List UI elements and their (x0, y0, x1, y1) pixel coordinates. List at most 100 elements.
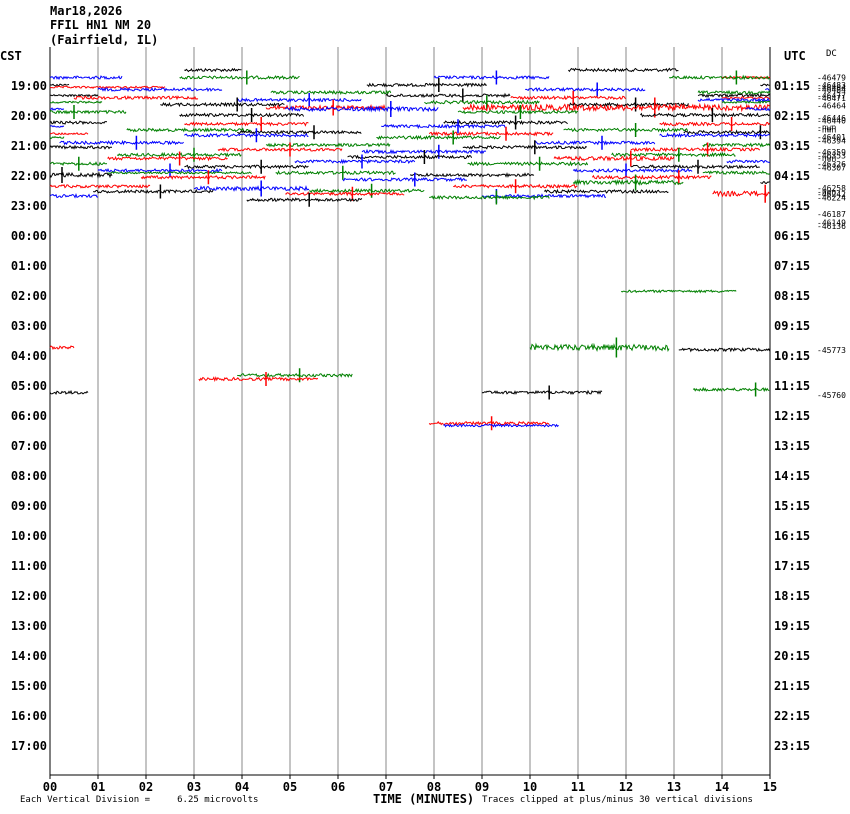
seismic-trace (630, 164, 760, 170)
left-hour-label: 13:00 (11, 619, 47, 633)
left-hour-label: 05:00 (11, 379, 47, 393)
left-hour-label: 12:00 (11, 589, 47, 603)
dc-offset: -46187 (817, 210, 846, 219)
x-tick-label: 07 (379, 780, 393, 794)
dc-offset: -45773 (817, 346, 846, 355)
left-hour-label: 00:00 (11, 229, 47, 243)
seismic-trace (409, 172, 535, 178)
seismic-trace (697, 92, 771, 99)
seismic-trace (385, 92, 511, 99)
seismic-trace (184, 132, 309, 138)
clip-note: Traces clipped at plus/minus 30 vertical… (482, 795, 753, 805)
dc-offset: -46477 (817, 92, 846, 101)
seismic-trace (572, 167, 693, 174)
seismic-trace (342, 176, 467, 183)
seismic-trace (73, 95, 199, 101)
seismic-trace (376, 134, 501, 141)
dc-offset: -46242 (817, 190, 846, 199)
right-hour-label: 13:15 (774, 439, 810, 453)
seismic-trace (462, 144, 588, 150)
seismic-trace (429, 194, 550, 201)
seismic-trace (160, 101, 285, 108)
seismic-trace (237, 129, 362, 135)
x-tick-label: 00 (43, 780, 57, 794)
seismic-trace (544, 188, 669, 195)
x-tick-label: 13 (667, 780, 681, 794)
date-label: Mar18,2026 (50, 4, 123, 18)
seismic-trace (97, 168, 223, 173)
seismic-trace (591, 174, 712, 181)
seismic-trace (49, 192, 99, 199)
utc-label: UTC (784, 49, 806, 63)
seismic-trace (236, 97, 362, 103)
x-tick-label: 05 (283, 780, 297, 794)
seismic-trace (620, 289, 737, 294)
cst-label: CST (0, 49, 22, 63)
left-hour-label: 02:00 (11, 289, 47, 303)
dc-offset: -46471 (817, 94, 846, 103)
seismic-trace (49, 183, 151, 189)
dc-offset: -46224 (817, 194, 846, 203)
left-hour-label: 01:00 (11, 259, 47, 273)
x-tick-label: 01 (91, 780, 105, 794)
left-hour-label: 07:00 (11, 439, 47, 453)
seismic-trace (50, 132, 89, 136)
seismic-trace (184, 121, 309, 127)
seismic-trace (246, 197, 363, 203)
seismic-trace (107, 171, 252, 175)
seismic-trace (640, 112, 770, 118)
seismic-trace (140, 174, 266, 181)
left-hour-label: 06:00 (11, 409, 47, 423)
seismic-trace (107, 155, 228, 162)
x-tick-label: 06 (331, 780, 345, 794)
dc-offset: -46464 (817, 101, 846, 110)
right-hour-label: 18:15 (774, 589, 810, 603)
seismic-trace (49, 100, 103, 104)
x-tick-label: 14 (715, 780, 729, 794)
seismic-trace (198, 376, 319, 383)
seismic-trace (697, 97, 771, 103)
right-hour-label: 15:15 (774, 499, 810, 513)
dc-label: DC (826, 49, 837, 59)
dc-offset: -46326 (817, 160, 846, 169)
seismic-trace (424, 99, 540, 105)
dc-offset: -46353 (817, 152, 846, 161)
left-hour-label: 14:00 (11, 649, 47, 663)
seismic-trace (611, 152, 736, 158)
seismic-trace (309, 188, 425, 194)
seismic-trace (49, 144, 112, 150)
seismic-trace (722, 100, 771, 105)
x-tick-label: 10 (523, 780, 537, 794)
right-hour-label: 07:15 (774, 259, 810, 273)
seismic-trace (659, 121, 770, 127)
seismic-trace (184, 164, 309, 170)
right-hour-label: 23:15 (774, 739, 810, 753)
right-hour-label: 19:15 (774, 619, 810, 633)
seismic-trace (553, 155, 675, 162)
x-axis-title: TIME (MINUTES) (373, 792, 475, 806)
seismic-trace (572, 178, 684, 186)
right-hour-label: 04:15 (774, 169, 810, 183)
dc-offset: -46394 (817, 137, 846, 146)
right-hour-label: 17:15 (774, 559, 810, 573)
seismic-trace (49, 119, 108, 126)
x-tick-label: 15 (763, 780, 777, 794)
seismic-trace (49, 345, 75, 351)
seismic-trace (568, 67, 679, 73)
dc-offset: -46479 (817, 74, 846, 83)
seismic-trace (567, 101, 689, 108)
x-tick-label: 12 (619, 780, 633, 794)
seismic-trace (49, 136, 65, 140)
seismic-trace (760, 83, 770, 87)
seismic-trace (481, 389, 603, 396)
left-hour-label: 19:00 (11, 79, 47, 93)
seismic-trace (49, 109, 127, 115)
seismic-trace (534, 140, 656, 146)
x-tick-label: 09 (475, 780, 489, 794)
seismic-trace (49, 93, 99, 98)
right-hour-label: 03:15 (774, 139, 810, 153)
seismic-trace (765, 88, 770, 91)
dc-offset: -46307 (817, 164, 846, 173)
seismic-trace (49, 171, 113, 179)
